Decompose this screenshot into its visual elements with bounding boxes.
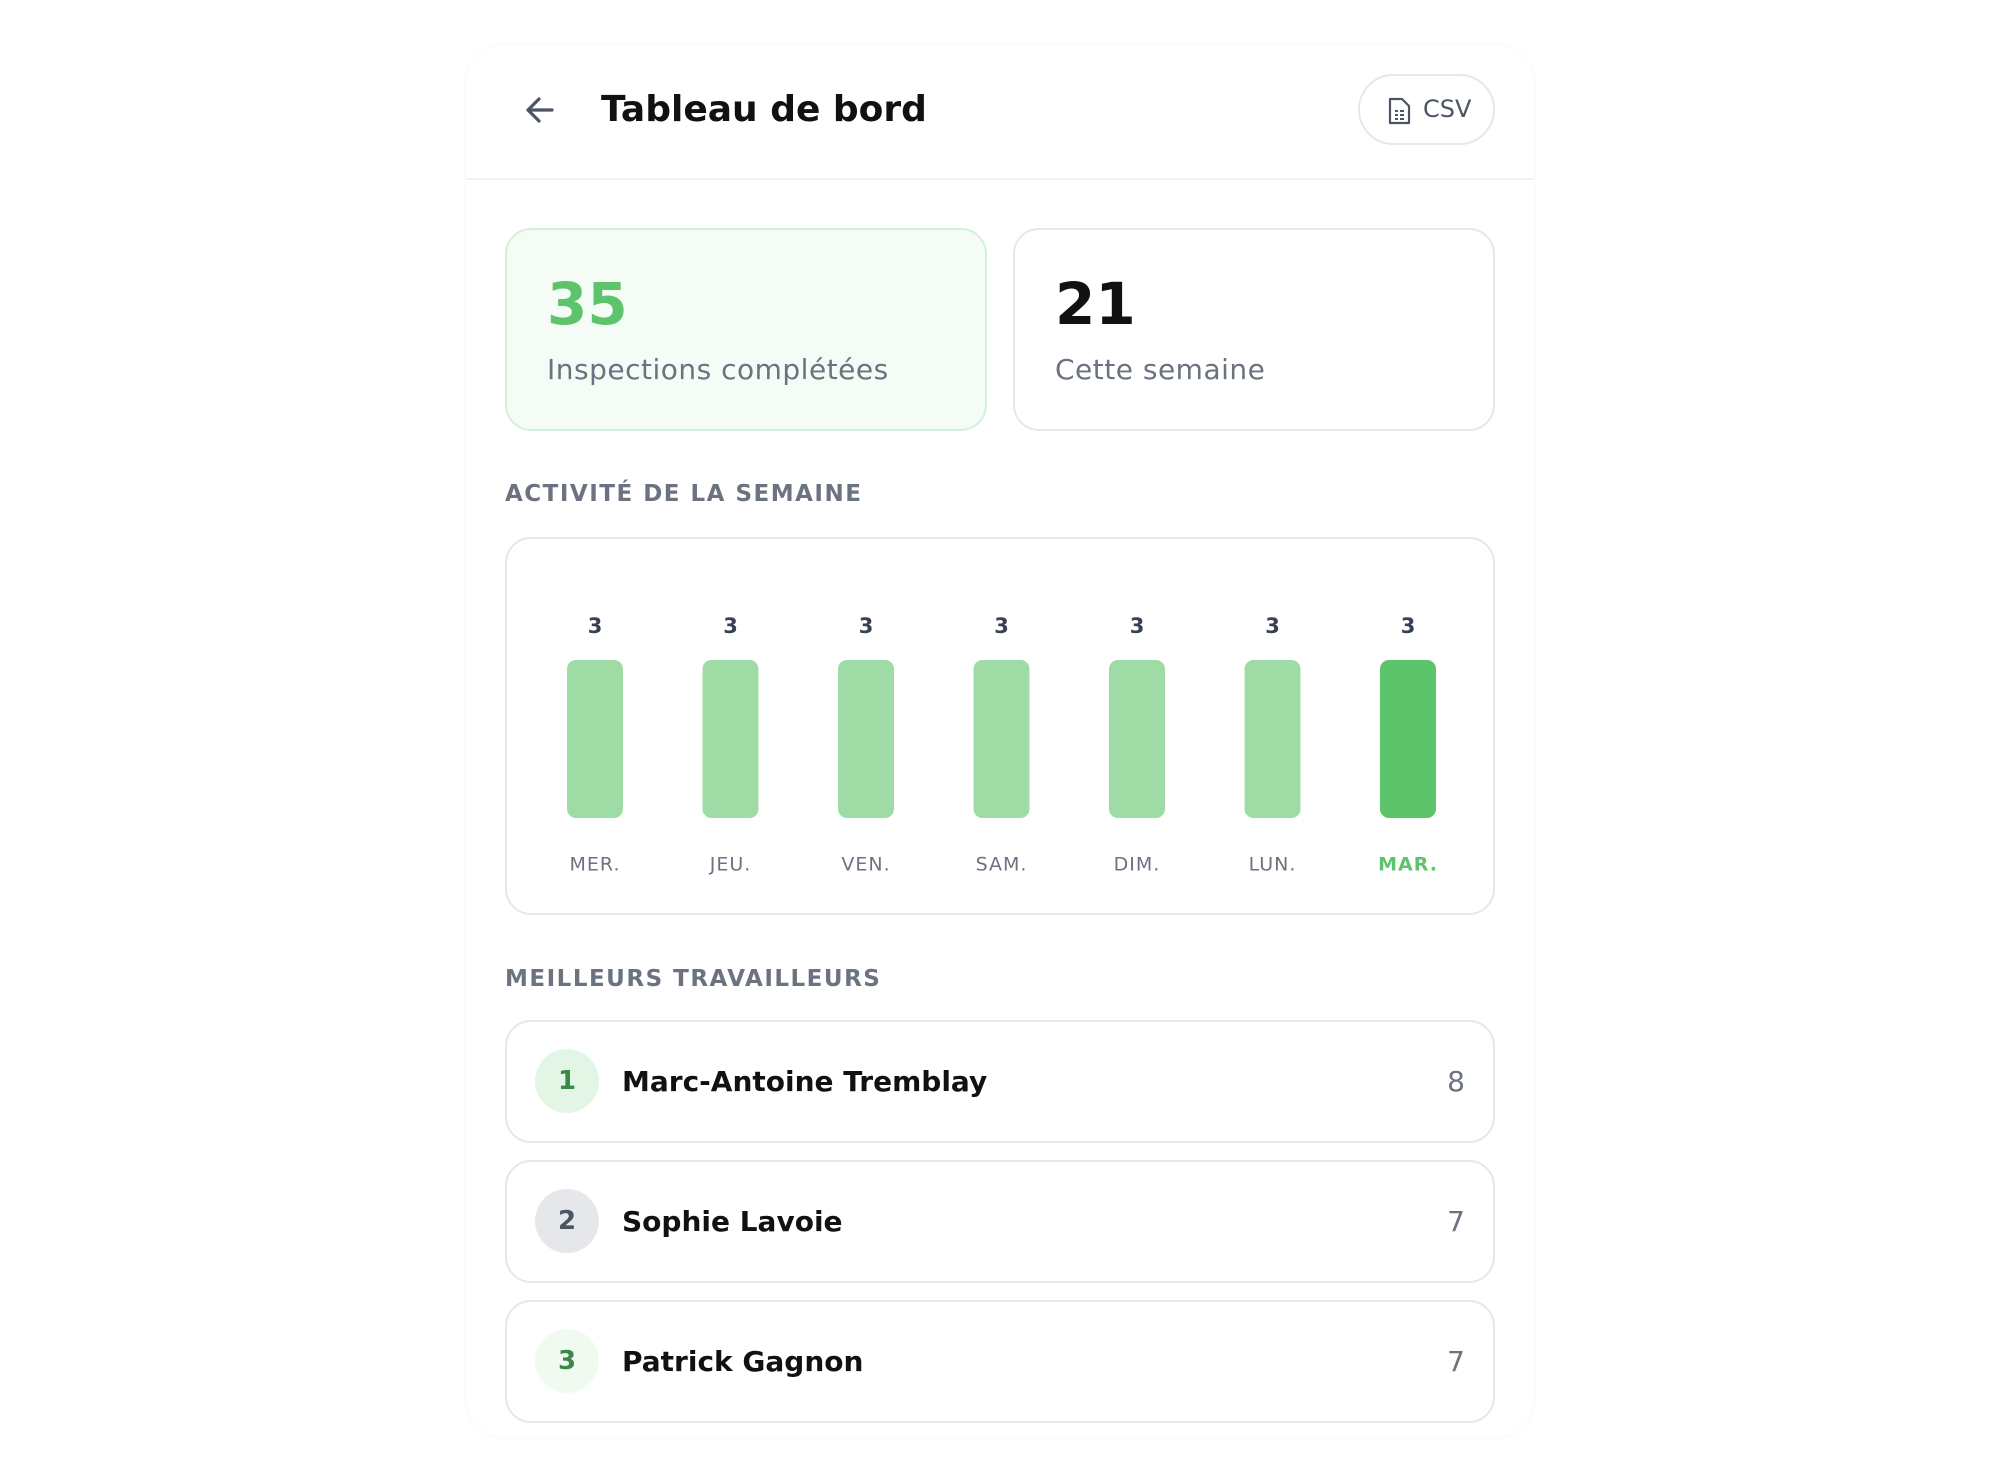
day-label: JEU.: [709, 854, 752, 876]
bar: [1244, 660, 1301, 818]
worker-count: 7: [1447, 1205, 1465, 1238]
worker-row: 2 Sophie Lavoie 7: [505, 1160, 1495, 1283]
day-label: DIM.: [1114, 854, 1161, 876]
csv-button[interactable]: CSV: [1358, 74, 1495, 145]
stat-card: 21 Cette semaine: [1013, 228, 1495, 431]
page-title: Tableau de bord: [601, 89, 927, 130]
section-title: MEILLEURS TRAVAILLEURS: [505, 966, 882, 992]
value-label: 3: [1130, 614, 1145, 638]
stat-label: Inspections complétées: [547, 353, 889, 386]
day-label: LUN.: [1249, 854, 1297, 876]
bar: [973, 660, 1030, 818]
stat-value: 35: [547, 270, 628, 338]
csv-label: CSV: [1423, 95, 1472, 123]
value-label: 3: [1265, 614, 1280, 638]
day-label: SAM.: [976, 854, 1028, 876]
stat-card: 35 Inspections complétées: [505, 228, 987, 431]
bar: [567, 660, 623, 818]
value-label: 3: [994, 614, 1009, 638]
value-label: 3: [1401, 614, 1416, 638]
day-label: MAR.: [1378, 854, 1438, 876]
value-label: 3: [723, 614, 738, 638]
back-button[interactable]: [520, 90, 560, 130]
bar: [702, 660, 759, 818]
worker-name: Patrick Gagnon: [622, 1345, 864, 1378]
day-label: VEN.: [841, 854, 890, 876]
bar: [1109, 660, 1165, 818]
worker-count: 8: [1447, 1065, 1465, 1098]
worker-count: 7: [1447, 1345, 1465, 1378]
rank-badge: 3: [535, 1329, 599, 1393]
worker-name: Marc-Antoine Tremblay: [622, 1065, 988, 1098]
stat-label: Cette semaine: [1055, 353, 1266, 386]
rank-badge: 1: [535, 1049, 599, 1113]
worker-name: Sophie Lavoie: [622, 1205, 843, 1238]
section-title: ACTIVITÉ DE LA SEMAINE: [505, 481, 863, 507]
value-label: 3: [859, 614, 874, 638]
chart: 3 MER. 3 JEU. 3 VEN. 3 SAM. 3 DIM. 3 LUN. 3 MAR.: [567, 614, 1438, 876]
stat-value: 21: [1055, 270, 1136, 338]
chart-card: 3 MER. 3 JEU. 3 VEN. 3 SAM. 3 DIM. 3 LUN. 3 MAR.: [505, 537, 1495, 915]
rank-badge: 2: [535, 1189, 599, 1253]
bar: [1380, 660, 1436, 818]
value-label: 3: [588, 614, 603, 638]
day-label: MER.: [570, 854, 621, 876]
bar: [838, 660, 894, 818]
header-divider: [466, 178, 1534, 180]
csv-icon: [1388, 97, 1411, 125]
worker-row: 3 Patrick Gagnon 7: [505, 1300, 1495, 1423]
worker-row: 1 Marc-Antoine Tremblay 8: [505, 1020, 1495, 1143]
